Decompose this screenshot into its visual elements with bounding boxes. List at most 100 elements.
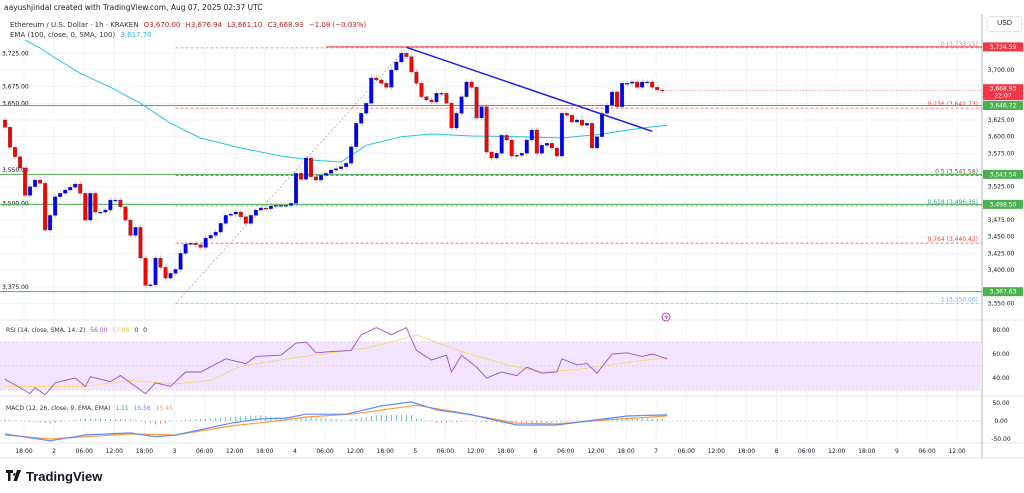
- price-pane: [0, 40, 982, 304]
- fib-level-label: 0.764 (3,440.42): [928, 236, 978, 243]
- fib-level-label: 0.236 (3,642.73): [928, 101, 978, 108]
- candle-up: [574, 119, 579, 123]
- time-tick-label: 18:00: [136, 448, 153, 455]
- candle-down: [18, 156, 23, 169]
- currency-button[interactable]: USD: [987, 16, 1022, 32]
- candle-up: [113, 199, 118, 202]
- time-tick-label: 12:00: [948, 448, 965, 455]
- candle-up: [319, 175, 324, 181]
- candle-down: [23, 167, 28, 196]
- price-tick-label: 3,725.00: [2, 50, 29, 57]
- time-tick-label: 12:00: [106, 448, 123, 455]
- macd-label[interactable]: MACD (12, 26, close, 9, EMA, EMA): [6, 405, 111, 412]
- candle-down: [138, 227, 143, 259]
- candle-up: [248, 215, 253, 224]
- candle-up: [88, 193, 93, 221]
- price-tick-label: 3,425.00: [988, 250, 1015, 257]
- price-tick-label: 3,700.00: [988, 67, 1015, 74]
- time-tick-label: 06:00: [196, 448, 213, 455]
- candle-down: [163, 267, 168, 279]
- macd-tick-label: 50.00: [992, 400, 1009, 407]
- candle-up: [399, 53, 404, 63]
- candle-down: [8, 127, 12, 148]
- ema-100-line: [24, 40, 668, 163]
- candle-up: [369, 77, 374, 104]
- time-tick-label: 2: [52, 448, 56, 455]
- tradingview-logo[interactable]: TradingView: [6, 469, 102, 484]
- candle-up: [63, 189, 68, 194]
- candle-up: [625, 83, 630, 85]
- candle-down: [474, 87, 479, 119]
- ohlc-change: −1.08 (−0.03%): [308, 21, 367, 29]
- candle-up: [28, 186, 33, 196]
- ohlc-open: O3,670.00: [143, 21, 181, 29]
- candle-up: [544, 143, 549, 146]
- candle-down: [449, 103, 454, 129]
- candle-down: [650, 81, 655, 88]
- lightning-icon: [661, 312, 671, 322]
- candle-down: [429, 99, 434, 103]
- candle-up: [524, 139, 529, 154]
- ema-legend: EMA (100, close, 0, SMA, 100) 3,617.70: [10, 31, 155, 39]
- candle-down: [314, 176, 319, 181]
- time-tick-label: 06:00: [557, 448, 574, 455]
- candle-up: [168, 273, 173, 279]
- time-tick-label: 9: [895, 448, 899, 455]
- candle-down: [409, 56, 414, 73]
- time-tick-label: 12:00: [708, 448, 725, 455]
- rsi-legend: RSI (14, close, SMA, 14, 2) 56.00 57.08 …: [6, 327, 150, 334]
- candle-up: [559, 113, 564, 157]
- price-tick-label: 3,500.00: [2, 200, 29, 207]
- time-tick-label: 06:00: [918, 448, 935, 455]
- credit-text: aayushjindal created with TradingView.co…: [4, 3, 263, 12]
- price-tick-label: 3,600.00: [988, 134, 1015, 141]
- candle-up: [610, 91, 615, 106]
- candle-up: [645, 81, 650, 84]
- time-tick-label: 7: [654, 448, 658, 455]
- candle-down: [143, 257, 148, 286]
- candle-up: [294, 173, 298, 204]
- tradingview-logo-icon: [6, 469, 22, 484]
- candle-up: [58, 193, 63, 197]
- candle-down: [635, 81, 640, 88]
- candle-up: [595, 136, 599, 149]
- candle-down: [554, 147, 559, 157]
- candle-down: [263, 207, 268, 210]
- time-tick-label: 18:00: [497, 448, 514, 455]
- price-level-badge: [983, 101, 1023, 111]
- price-tick-label: 3,525.00: [988, 184, 1015, 191]
- candle-up: [233, 211, 238, 215]
- candle-down: [128, 219, 133, 236]
- candle-up: [289, 203, 293, 206]
- rsi-tick-label: 80.00: [992, 327, 1009, 334]
- time-tick-label: 06:00: [316, 448, 333, 455]
- time-tick-label: 18:00: [738, 448, 755, 455]
- price-level-badge-text: 3,543.54: [990, 171, 1017, 178]
- candle-down: [414, 71, 419, 84]
- macd-signal-line: [4, 404, 668, 440]
- candle-up: [284, 205, 288, 207]
- candle-up: [188, 243, 193, 245]
- candle-up: [173, 269, 178, 274]
- last-price-badge-text: 3,668.93: [990, 86, 1017, 93]
- time-tick-label: 12:00: [828, 448, 845, 455]
- candle-down: [13, 147, 17, 157]
- symbol-name[interactable]: Ethereum / U.S. Dollar · 1h · KRAKEN: [10, 21, 139, 29]
- candle-down: [484, 106, 489, 153]
- time-tick-label: 3: [173, 448, 177, 455]
- candle-up: [278, 205, 283, 207]
- ema-label[interactable]: EMA (100, close, 0, SMA, 100): [10, 31, 116, 39]
- candle-down: [534, 129, 539, 154]
- rsi-label[interactable]: RSI (14, close, SMA, 14, 2): [6, 327, 86, 334]
- candle-up: [133, 227, 138, 236]
- candle-up: [454, 113, 459, 129]
- time-tick-label: 06:00: [678, 448, 695, 455]
- fib-level-label: 0.618 (3,496.36): [928, 199, 978, 206]
- candle-up: [273, 205, 278, 207]
- countdown-text: 22:07: [994, 93, 1011, 100]
- candle-up: [208, 235, 213, 239]
- price-tick-label: 3,475.00: [988, 217, 1015, 224]
- fib-level-label: 0.5 (3,541.58): [935, 169, 978, 176]
- candle-down: [193, 243, 198, 245]
